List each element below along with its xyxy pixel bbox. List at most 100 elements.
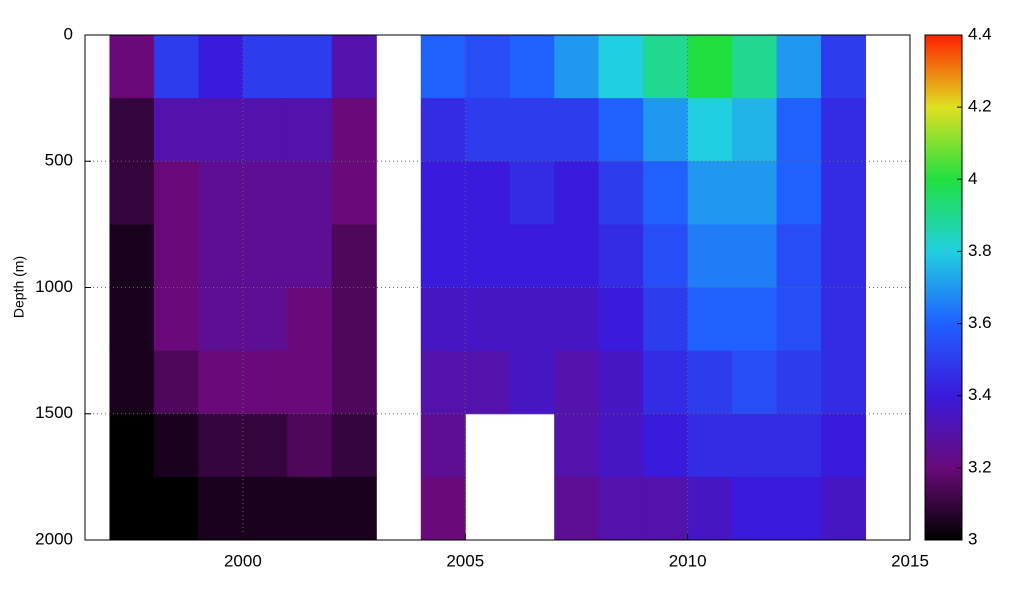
heatmap-cell bbox=[687, 98, 733, 162]
colorbar-tick-label: 3 bbox=[968, 529, 977, 548]
heatmap-cell bbox=[821, 476, 867, 541]
heatmap-cell bbox=[420, 224, 466, 288]
plot-frame bbox=[84, 34, 911, 541]
heatmap-cell bbox=[465, 350, 511, 415]
heatmap-cell bbox=[687, 350, 733, 415]
heatmap-cell bbox=[198, 161, 244, 225]
heatmap-cell bbox=[331, 98, 377, 162]
heatmap-cell bbox=[643, 161, 689, 225]
heatmap-cell bbox=[465, 98, 511, 162]
heatmap-cell bbox=[687, 161, 733, 225]
heatmap-cell bbox=[242, 161, 288, 225]
heatmap-cell bbox=[643, 224, 689, 288]
heatmap-cell bbox=[420, 35, 466, 99]
heatmap-cell bbox=[776, 224, 822, 288]
heatmap-cell bbox=[287, 161, 333, 225]
x-tick-label: 2000 bbox=[224, 551, 262, 570]
heatmap-cell bbox=[643, 287, 689, 352]
heatmap-cell bbox=[732, 287, 778, 352]
heatmap-cell bbox=[287, 350, 333, 415]
heatmap-cell bbox=[242, 476, 288, 541]
heatmap-cell bbox=[109, 476, 155, 541]
colorbar-tick-label: 4.2 bbox=[968, 97, 992, 116]
heatmap-cell bbox=[598, 35, 644, 99]
heatmap-cell bbox=[198, 476, 244, 541]
x-tick-label: 2010 bbox=[669, 551, 707, 570]
heatmap-cell bbox=[465, 161, 511, 225]
heatmap-cell bbox=[509, 224, 555, 288]
heatmap-cell bbox=[153, 98, 199, 162]
heatmap-cell bbox=[153, 476, 199, 541]
heatmap-cell bbox=[821, 350, 867, 415]
heatmap-cell bbox=[109, 35, 155, 99]
heatmap-cell bbox=[109, 350, 155, 415]
heatmap-cell bbox=[420, 476, 466, 541]
y-tick-label: 1000 bbox=[35, 277, 73, 296]
heatmap-cell bbox=[509, 98, 555, 162]
heatmap-cell bbox=[643, 413, 689, 478]
heatmap-cell bbox=[331, 161, 377, 225]
heatmap-cell bbox=[242, 35, 288, 99]
heatmap-cell bbox=[420, 350, 466, 415]
heatmap-cell bbox=[598, 287, 644, 352]
heatmap-cell bbox=[598, 413, 644, 478]
heatmap-cell bbox=[776, 287, 822, 352]
heatmap-cell bbox=[109, 98, 155, 162]
heatmap-cell bbox=[821, 98, 867, 162]
heatmap-cell bbox=[687, 287, 733, 352]
heatmap-cell bbox=[198, 287, 244, 352]
heatmap-cell bbox=[598, 350, 644, 415]
heatmap-cell bbox=[198, 350, 244, 415]
heatmap-cell bbox=[776, 35, 822, 99]
heatmap-cell bbox=[420, 161, 466, 225]
heatmap-cell bbox=[776, 350, 822, 415]
heatmap-cell bbox=[420, 413, 466, 478]
heatmap-cell bbox=[554, 224, 600, 288]
heatmap-cell bbox=[554, 161, 600, 225]
heatmap-cell bbox=[598, 98, 644, 162]
heatmap-cell bbox=[554, 350, 600, 415]
heatmap-cell bbox=[153, 413, 199, 478]
heatmap-cell bbox=[821, 35, 867, 99]
heatmap-cell bbox=[331, 224, 377, 288]
heatmap-cell bbox=[287, 476, 333, 541]
heatmap-cell bbox=[465, 224, 511, 288]
heatmap-cell bbox=[465, 35, 511, 99]
heatmap-cell bbox=[331, 287, 377, 352]
heatmap-cell bbox=[420, 98, 466, 162]
heatmap-cell bbox=[420, 287, 466, 352]
heatmap-cell bbox=[287, 98, 333, 162]
heatmap-cell bbox=[821, 161, 867, 225]
heatmap-cell bbox=[153, 224, 199, 288]
heatmap-cell bbox=[242, 224, 288, 288]
heatmap-cell bbox=[643, 35, 689, 99]
heatmap-cell bbox=[643, 98, 689, 162]
y-axis-label: Depth (m) bbox=[11, 256, 27, 318]
heatmap-cell bbox=[643, 350, 689, 415]
heatmap-cell bbox=[643, 476, 689, 541]
heatmap-cell bbox=[509, 287, 555, 352]
heatmap-cell bbox=[109, 224, 155, 288]
heatmap-cell bbox=[598, 224, 644, 288]
heatmap-cell bbox=[465, 287, 511, 352]
heatmap-cell bbox=[198, 413, 244, 478]
heatmap-cell bbox=[821, 413, 867, 478]
heatmap-cell bbox=[109, 161, 155, 225]
heatmap-cell bbox=[331, 476, 377, 541]
colorbar-tick-label: 3.8 bbox=[968, 241, 992, 260]
heatmap-cell bbox=[776, 98, 822, 162]
heatmap-cell bbox=[331, 35, 377, 99]
heatmap-cell bbox=[554, 35, 600, 99]
colorbar-tick-label: 3.6 bbox=[968, 313, 992, 332]
y-tick-label: 2000 bbox=[35, 529, 73, 548]
heatmap-cell bbox=[821, 224, 867, 288]
heatmap-cell bbox=[732, 35, 778, 99]
heatmap-cell bbox=[153, 161, 199, 225]
heatmap-cell bbox=[509, 35, 555, 99]
heatmap-cell bbox=[287, 35, 333, 99]
heatmap-cell bbox=[287, 413, 333, 478]
colorbar-tick-label: 3.2 bbox=[968, 457, 992, 476]
heatmap-cell bbox=[732, 98, 778, 162]
heatmap-cell bbox=[776, 476, 822, 541]
